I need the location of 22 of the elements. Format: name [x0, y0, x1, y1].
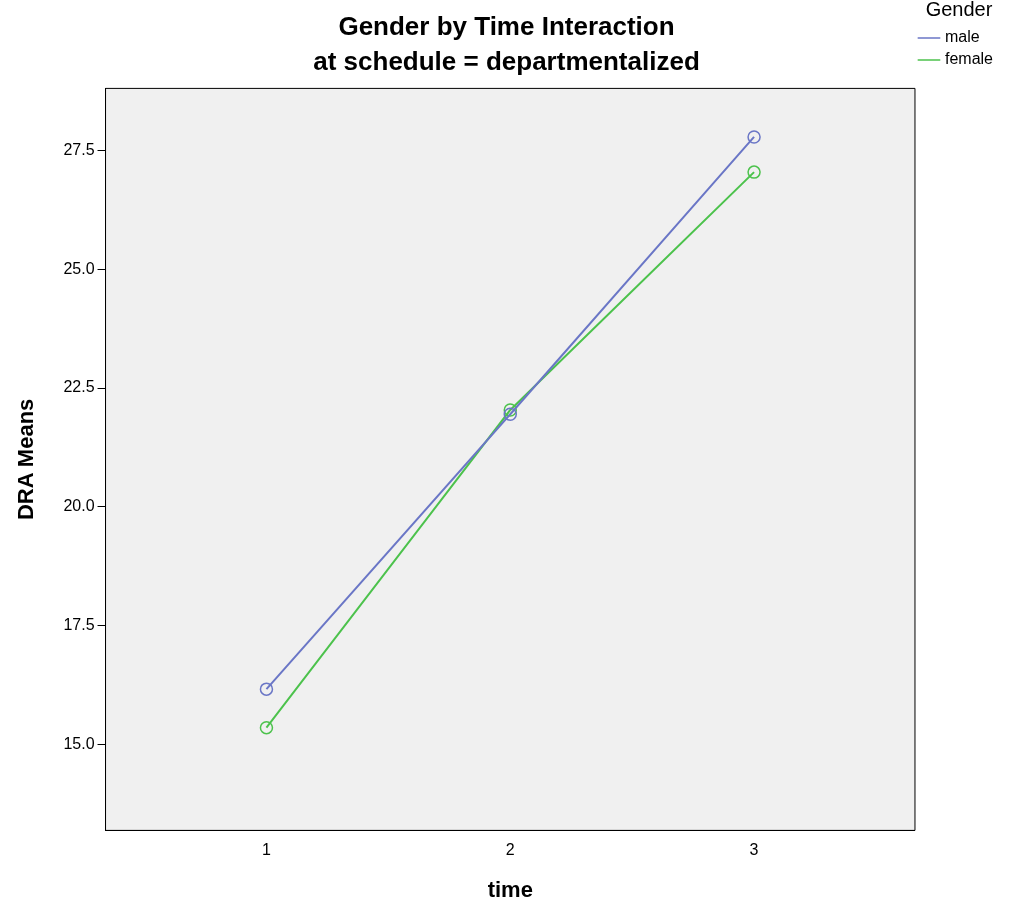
x-tick-label: 2 [505, 841, 515, 859]
point [503, 403, 518, 417]
point [259, 720, 274, 735]
y-tick-label: 20.0 [63, 497, 95, 515]
chart-title: Gender by Time Interaction [338, 10, 675, 41]
chart-subtitle: at schedule = departmentalized [313, 45, 700, 76]
y-axis-title: DRA Means [13, 398, 39, 521]
point [747, 165, 761, 179]
x-tick-label: 1 [262, 841, 271, 859]
y-tick-label: 22.5 [63, 378, 95, 396]
x-axis-title: time [487, 876, 533, 902]
y-tick-label: 25.0 [63, 259, 95, 277]
y-tick-label: 27.5 [63, 140, 95, 158]
point [747, 130, 761, 144]
x-tick-label: 3 [749, 841, 759, 859]
y-tick-label: 15.0 [63, 735, 95, 753]
legend-label: male [944, 28, 980, 46]
point [259, 682, 274, 696]
legend-title: Gender [925, 0, 993, 20]
point [503, 407, 518, 421]
legend-label: female [944, 50, 994, 68]
y-tick-label: 17.5 [63, 616, 95, 634]
